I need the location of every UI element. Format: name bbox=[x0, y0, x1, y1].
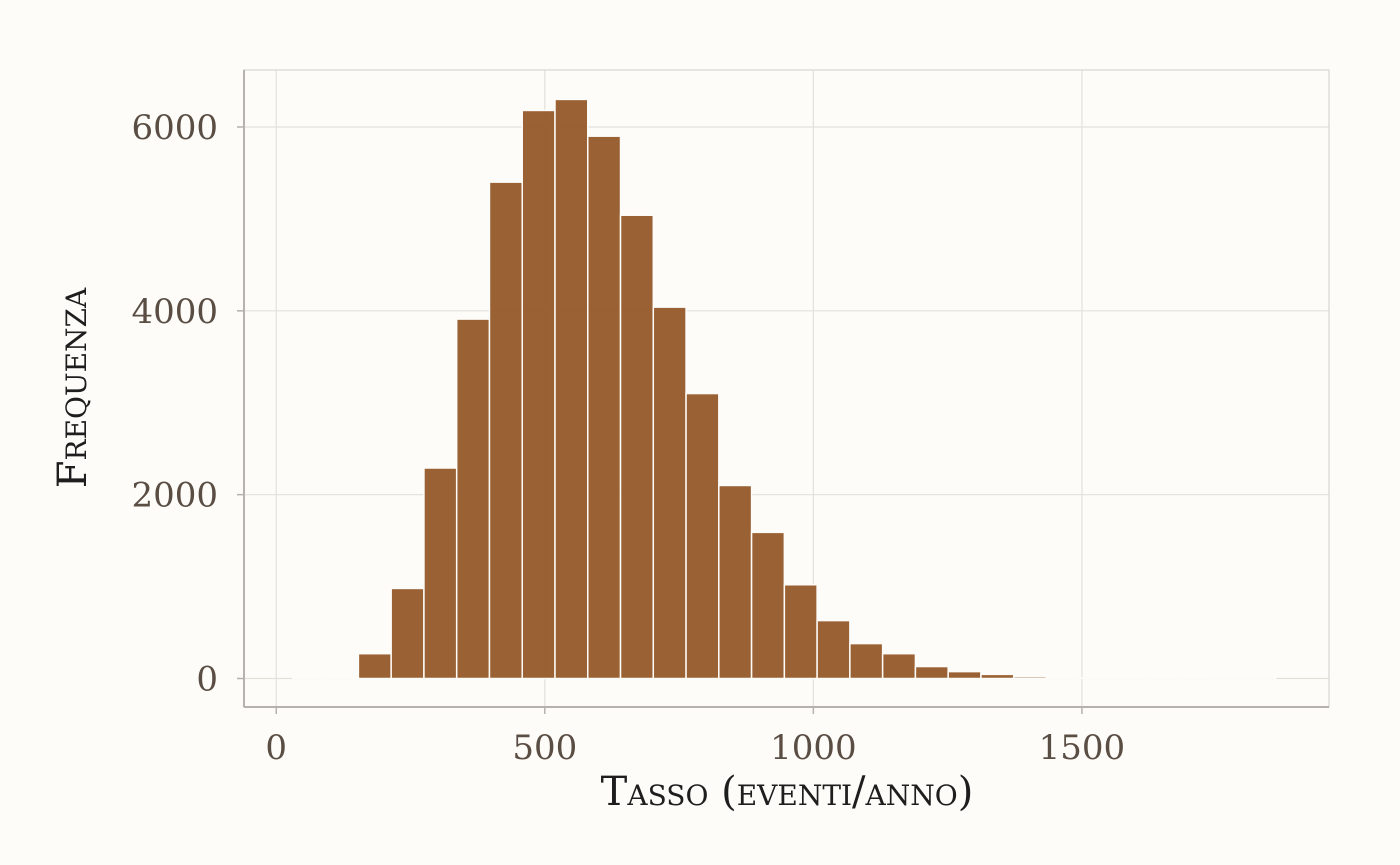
x-tick-label-1: 500 bbox=[512, 728, 577, 768]
histogram-bar-4 bbox=[423, 467, 458, 680]
axis-lines bbox=[237, 69, 1330, 714]
histogram-bar-22 bbox=[1012, 675, 1048, 680]
histogram-bar-16 bbox=[816, 619, 851, 680]
histogram-bar-2 bbox=[357, 652, 392, 680]
y-tick-label-3: 6000 bbox=[131, 108, 218, 148]
y-tick-label-0: 0 bbox=[196, 660, 218, 700]
histogram-bar-11 bbox=[652, 306, 687, 680]
histogram-bar-19 bbox=[914, 665, 949, 680]
y-axis-title: Frequenza bbox=[50, 287, 96, 488]
histogram-bar-12 bbox=[685, 392, 720, 680]
x-axis-title: Tasso (eventi/anno) bbox=[601, 769, 974, 815]
tick-labels: 0 500 1000 1500 0 2000 4000 6000 bbox=[131, 108, 1125, 768]
histogram-bar-21 bbox=[980, 673, 1015, 680]
histogram-bar-13 bbox=[718, 484, 753, 680]
histogram-bar-1 bbox=[324, 676, 360, 680]
y-tick-label-1: 2000 bbox=[131, 476, 218, 516]
x-tick-label-3: 1500 bbox=[1039, 728, 1126, 768]
histogram-bars bbox=[292, 98, 1277, 680]
histogram-bar-7 bbox=[521, 109, 556, 680]
histogram-bar-14 bbox=[750, 531, 786, 680]
x-tick-label-0: 0 bbox=[265, 728, 287, 768]
histogram-bar-9 bbox=[587, 135, 622, 680]
histogram-bar-5 bbox=[455, 318, 491, 680]
histogram-bar-18 bbox=[881, 652, 917, 680]
histogram-bar-8 bbox=[554, 98, 589, 680]
histogram-bar-17 bbox=[849, 642, 884, 680]
histogram-bar-10 bbox=[619, 214, 655, 680]
histogram-bar-20 bbox=[947, 670, 982, 680]
histogram-bar-6 bbox=[488, 181, 523, 680]
y-tick-label-2: 4000 bbox=[131, 292, 218, 332]
histogram-bar-15 bbox=[783, 583, 818, 680]
histogram-bar-3 bbox=[390, 587, 425, 680]
x-tick-label-2: 1000 bbox=[770, 728, 857, 768]
histogram-bar-23 bbox=[1045, 677, 1080, 680]
